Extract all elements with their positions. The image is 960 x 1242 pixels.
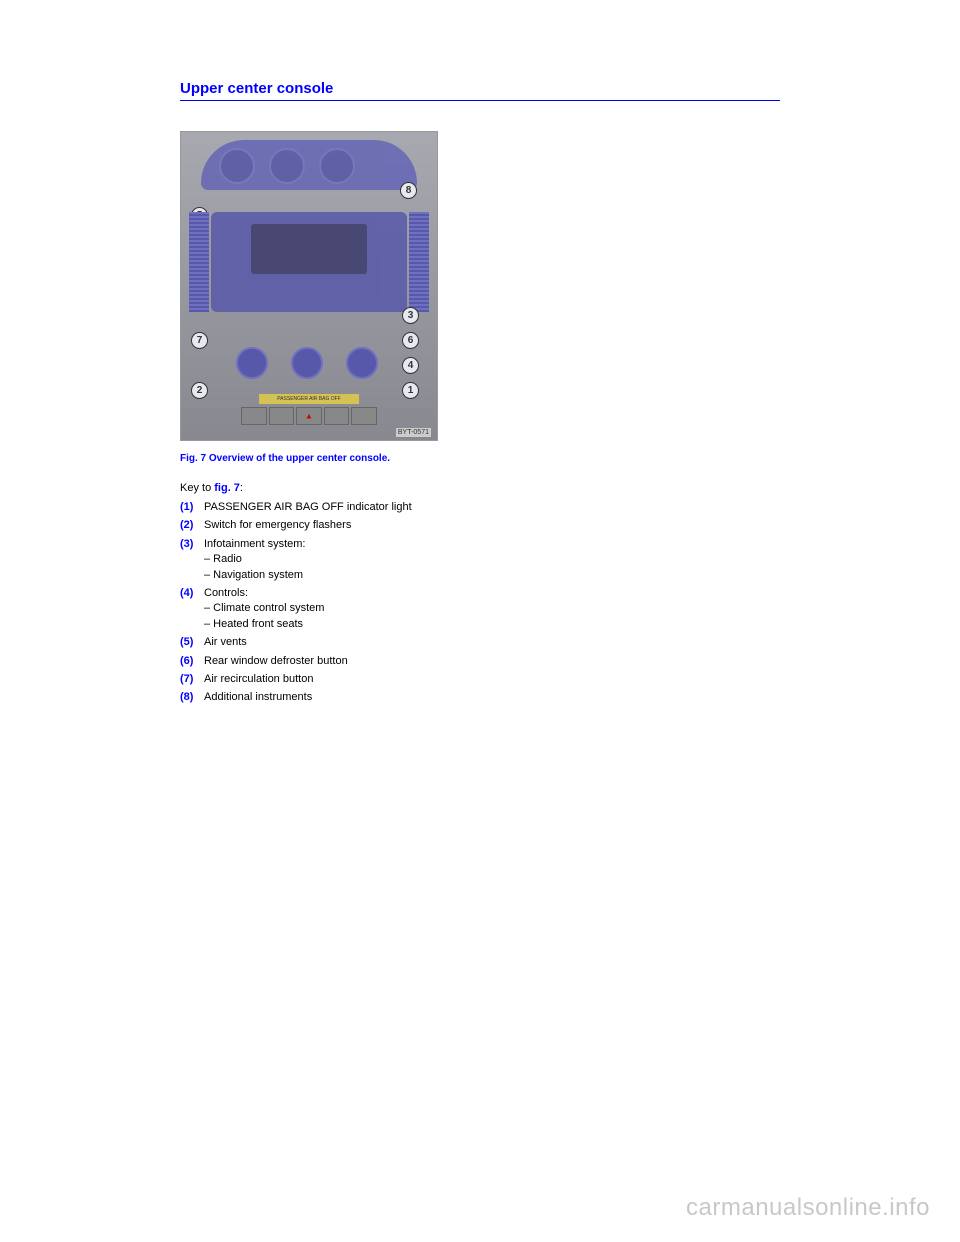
- item-text: Rear window defroster button: [204, 654, 780, 669]
- key-intro-suffix: :: [240, 482, 243, 494]
- list-item: (7) Air recirculation button: [180, 672, 780, 687]
- item-number: (2): [180, 518, 204, 533]
- list-item: (8) Additional instruments: [180, 690, 780, 705]
- item-number: (5): [180, 635, 204, 650]
- key-list: (1) PASSENGER AIR BAG OFF indicator ligh…: [180, 500, 780, 706]
- climate-knob-icon: [236, 347, 268, 379]
- climate-knob-icon: [291, 347, 323, 379]
- item-number: (8): [180, 690, 204, 705]
- callout-3: 3: [402, 307, 419, 324]
- callout-4: 4: [402, 357, 419, 374]
- key-intro-prefix: Key to: [180, 482, 214, 494]
- item-number: (7): [180, 672, 204, 687]
- item-text: Switch for emergency flashers: [204, 518, 780, 533]
- callout-7: 7: [191, 332, 208, 349]
- item-text: Air recirculation button: [204, 672, 780, 687]
- item-text: Infotainment system:– Radio– Navigation …: [204, 537, 780, 583]
- gauge-icon: [319, 148, 355, 184]
- hazard-button-icon: [296, 407, 322, 425]
- air-vent-icon: [409, 212, 429, 312]
- watermark: carmanualsonline.info: [686, 1194, 930, 1222]
- console-button: [324, 407, 350, 425]
- item-number: (1): [180, 500, 204, 515]
- item-number: (3): [180, 537, 204, 552]
- callout-8: 8: [400, 182, 417, 199]
- section-title: Upper center console: [180, 80, 780, 97]
- callout-1: 1: [402, 382, 419, 399]
- item-text: Controls:– Climate control system– Heate…: [204, 586, 780, 632]
- image-code-label: BYT-0571: [396, 428, 431, 437]
- button-row: [241, 407, 377, 425]
- item-number: (6): [180, 654, 204, 669]
- list-item: (6) Rear window defroster button: [180, 654, 780, 669]
- callout-2: 2: [191, 382, 208, 399]
- climate-knob-icon: [346, 347, 378, 379]
- list-item: (5) Air vents: [180, 635, 780, 650]
- air-vent-icon: [189, 212, 209, 312]
- console-button: [351, 407, 377, 425]
- climate-controls: [231, 347, 387, 387]
- list-item: (1) PASSENGER AIR BAG OFF indicator ligh…: [180, 500, 780, 515]
- figure-reference: fig. 7: [214, 482, 240, 494]
- console-button: [269, 407, 295, 425]
- title-underline: [180, 100, 780, 101]
- instrument-cluster: [201, 140, 417, 190]
- page-content: Upper center console 8 5 3 7 6 4: [0, 0, 960, 706]
- figure-caption: Fig. 7 Overview of the upper center cons…: [180, 453, 780, 464]
- item-text: Additional instruments: [204, 690, 780, 705]
- key-intro: Key to fig. 7:: [180, 482, 780, 494]
- infotainment-unit: [211, 212, 407, 312]
- item-number: (4): [180, 586, 204, 601]
- callout-6: 6: [402, 332, 419, 349]
- console-button: [241, 407, 267, 425]
- list-item: (4) Controls:– Climate control system– H…: [180, 586, 780, 632]
- gauge-icon: [269, 148, 305, 184]
- list-item: (2) Switch for emergency flashers: [180, 518, 780, 533]
- console-diagram: 8 5 3 7 6 4 2 1 PASSENGER AIR BAG OFF: [180, 131, 438, 441]
- list-item: (3) Infotainment system:– Radio– Navigat…: [180, 537, 780, 583]
- gauge-icon: [219, 148, 255, 184]
- item-text: PASSENGER AIR BAG OFF indicator light: [204, 500, 780, 515]
- radio-screen: [251, 224, 367, 274]
- airbag-indicator: PASSENGER AIR BAG OFF: [259, 394, 359, 404]
- item-text: Air vents: [204, 635, 780, 650]
- figure-container: 8 5 3 7 6 4 2 1 PASSENGER AIR BAG OFF: [180, 131, 780, 441]
